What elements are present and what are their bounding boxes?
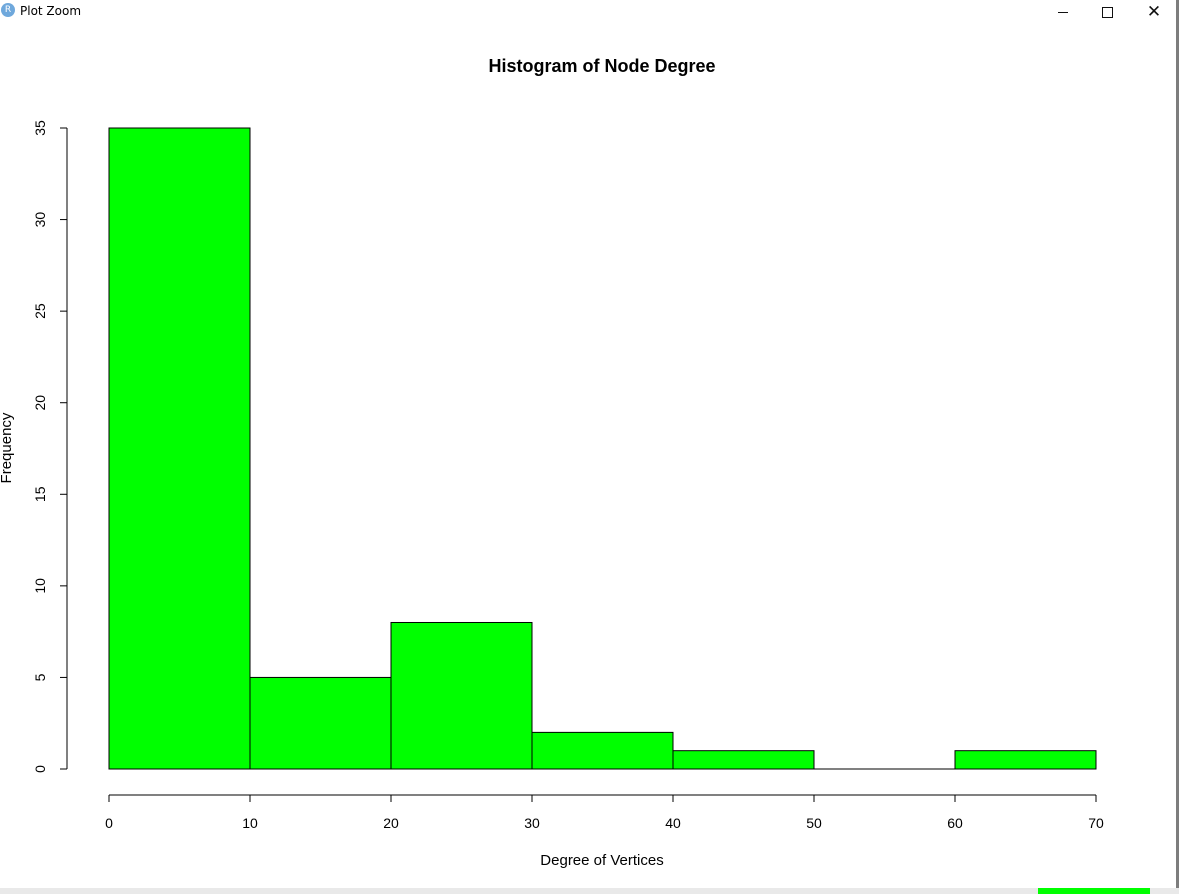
window-titlebar: R Plot Zoom ✕	[0, 0, 1176, 24]
window-title: Plot Zoom	[20, 4, 82, 18]
y-tick-label: 20	[32, 395, 48, 411]
y-tick-label: 0	[32, 765, 48, 773]
background-window-strip-bar	[1038, 888, 1150, 894]
y-axis: 0 5 10 15 20 25 30 35	[32, 120, 68, 773]
x-tick-label: 0	[105, 815, 113, 831]
window-border	[1176, 0, 1179, 894]
background-window-strip	[0, 888, 1179, 894]
histogram-bar	[108, 127, 251, 770]
histogram-bar	[954, 750, 1097, 770]
y-tick-label: 35	[32, 120, 48, 136]
r-logo-icon: R	[1, 3, 15, 17]
x-tick-label: 50	[806, 815, 822, 831]
maximize-button[interactable]	[1085, 0, 1129, 24]
x-axis: 0 10 20 30 40 50 60 70	[105, 794, 1104, 831]
y-tick-label: 10	[32, 578, 48, 594]
minimize-button[interactable]	[1041, 0, 1085, 24]
histogram-bars	[108, 127, 1097, 770]
x-tick-label: 10	[242, 815, 258, 831]
x-tick-label: 30	[524, 815, 540, 831]
y-tick-label: 5	[32, 673, 48, 681]
y-tick-label: 30	[32, 212, 48, 228]
y-tick-label: 25	[32, 303, 48, 319]
maximize-icon	[1101, 6, 1113, 18]
x-tick-label: 20	[383, 815, 399, 831]
close-button[interactable]: ✕	[1132, 0, 1176, 24]
close-icon: ✕	[1146, 1, 1162, 22]
histogram-plot: Histogram of Node Degree Degree of Verti…	[0, 56, 1104, 869]
minimize-icon	[1058, 11, 1068, 13]
chart-title: Histogram of Node Degree	[488, 56, 715, 76]
histogram-bar	[249, 676, 392, 770]
histogram-bar	[672, 750, 815, 770]
x-tick-label: 40	[665, 815, 681, 831]
y-axis-label: Frequency	[0, 412, 15, 483]
x-tick-label: 70	[1088, 815, 1104, 831]
x-tick-label: 60	[947, 815, 963, 831]
y-tick-label: 15	[32, 486, 48, 502]
x-axis-label: Degree of Vertices	[540, 852, 663, 869]
histogram-bar	[531, 731, 674, 770]
histogram-bar	[390, 621, 533, 770]
